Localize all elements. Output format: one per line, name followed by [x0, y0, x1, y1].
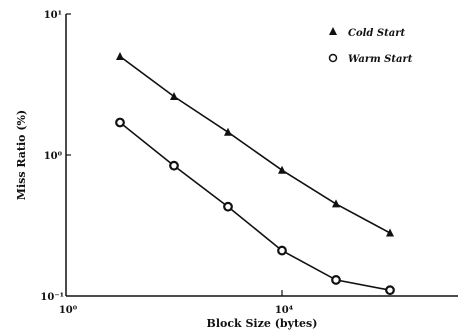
circle-marker — [169, 160, 179, 171]
legend-circle-marker — [328, 53, 338, 63]
circle-marker — [115, 117, 125, 128]
triangle-marker — [224, 127, 232, 136]
series-line — [119, 55, 391, 234]
y-tick-label: 10⁻¹ — [40, 292, 64, 303]
triangle-marker — [278, 165, 286, 174]
triangle-marker — [170, 91, 178, 100]
x-axis-title: Block Size (bytes) — [207, 317, 318, 330]
y-tick-label: 10⁰ — [44, 151, 63, 162]
circle-marker — [331, 275, 341, 285]
series-cold-start — [116, 51, 394, 237]
circle-marker — [223, 201, 233, 212]
triangle-marker — [332, 199, 340, 208]
y-axis-title: Miss Ratio (%) — [15, 110, 28, 200]
circle-marker — [277, 245, 287, 256]
legend-label-cold-start: Cold Start — [348, 28, 405, 39]
x-tick-label: 10⁰ — [59, 305, 78, 316]
series-warm-start — [115, 117, 395, 296]
legend-label-warm-start: Warm Start — [348, 54, 413, 65]
y-tick-label: 10¹ — [44, 10, 62, 21]
legend: Cold Start Warm Start — [328, 27, 413, 65]
circle-marker — [385, 285, 395, 296]
series-line — [119, 121, 391, 291]
triangle-marker — [116, 51, 124, 60]
triangle-marker — [386, 228, 394, 237]
x-tick-label: 10⁴ — [275, 305, 294, 316]
legend-triangle-marker — [329, 27, 337, 35]
